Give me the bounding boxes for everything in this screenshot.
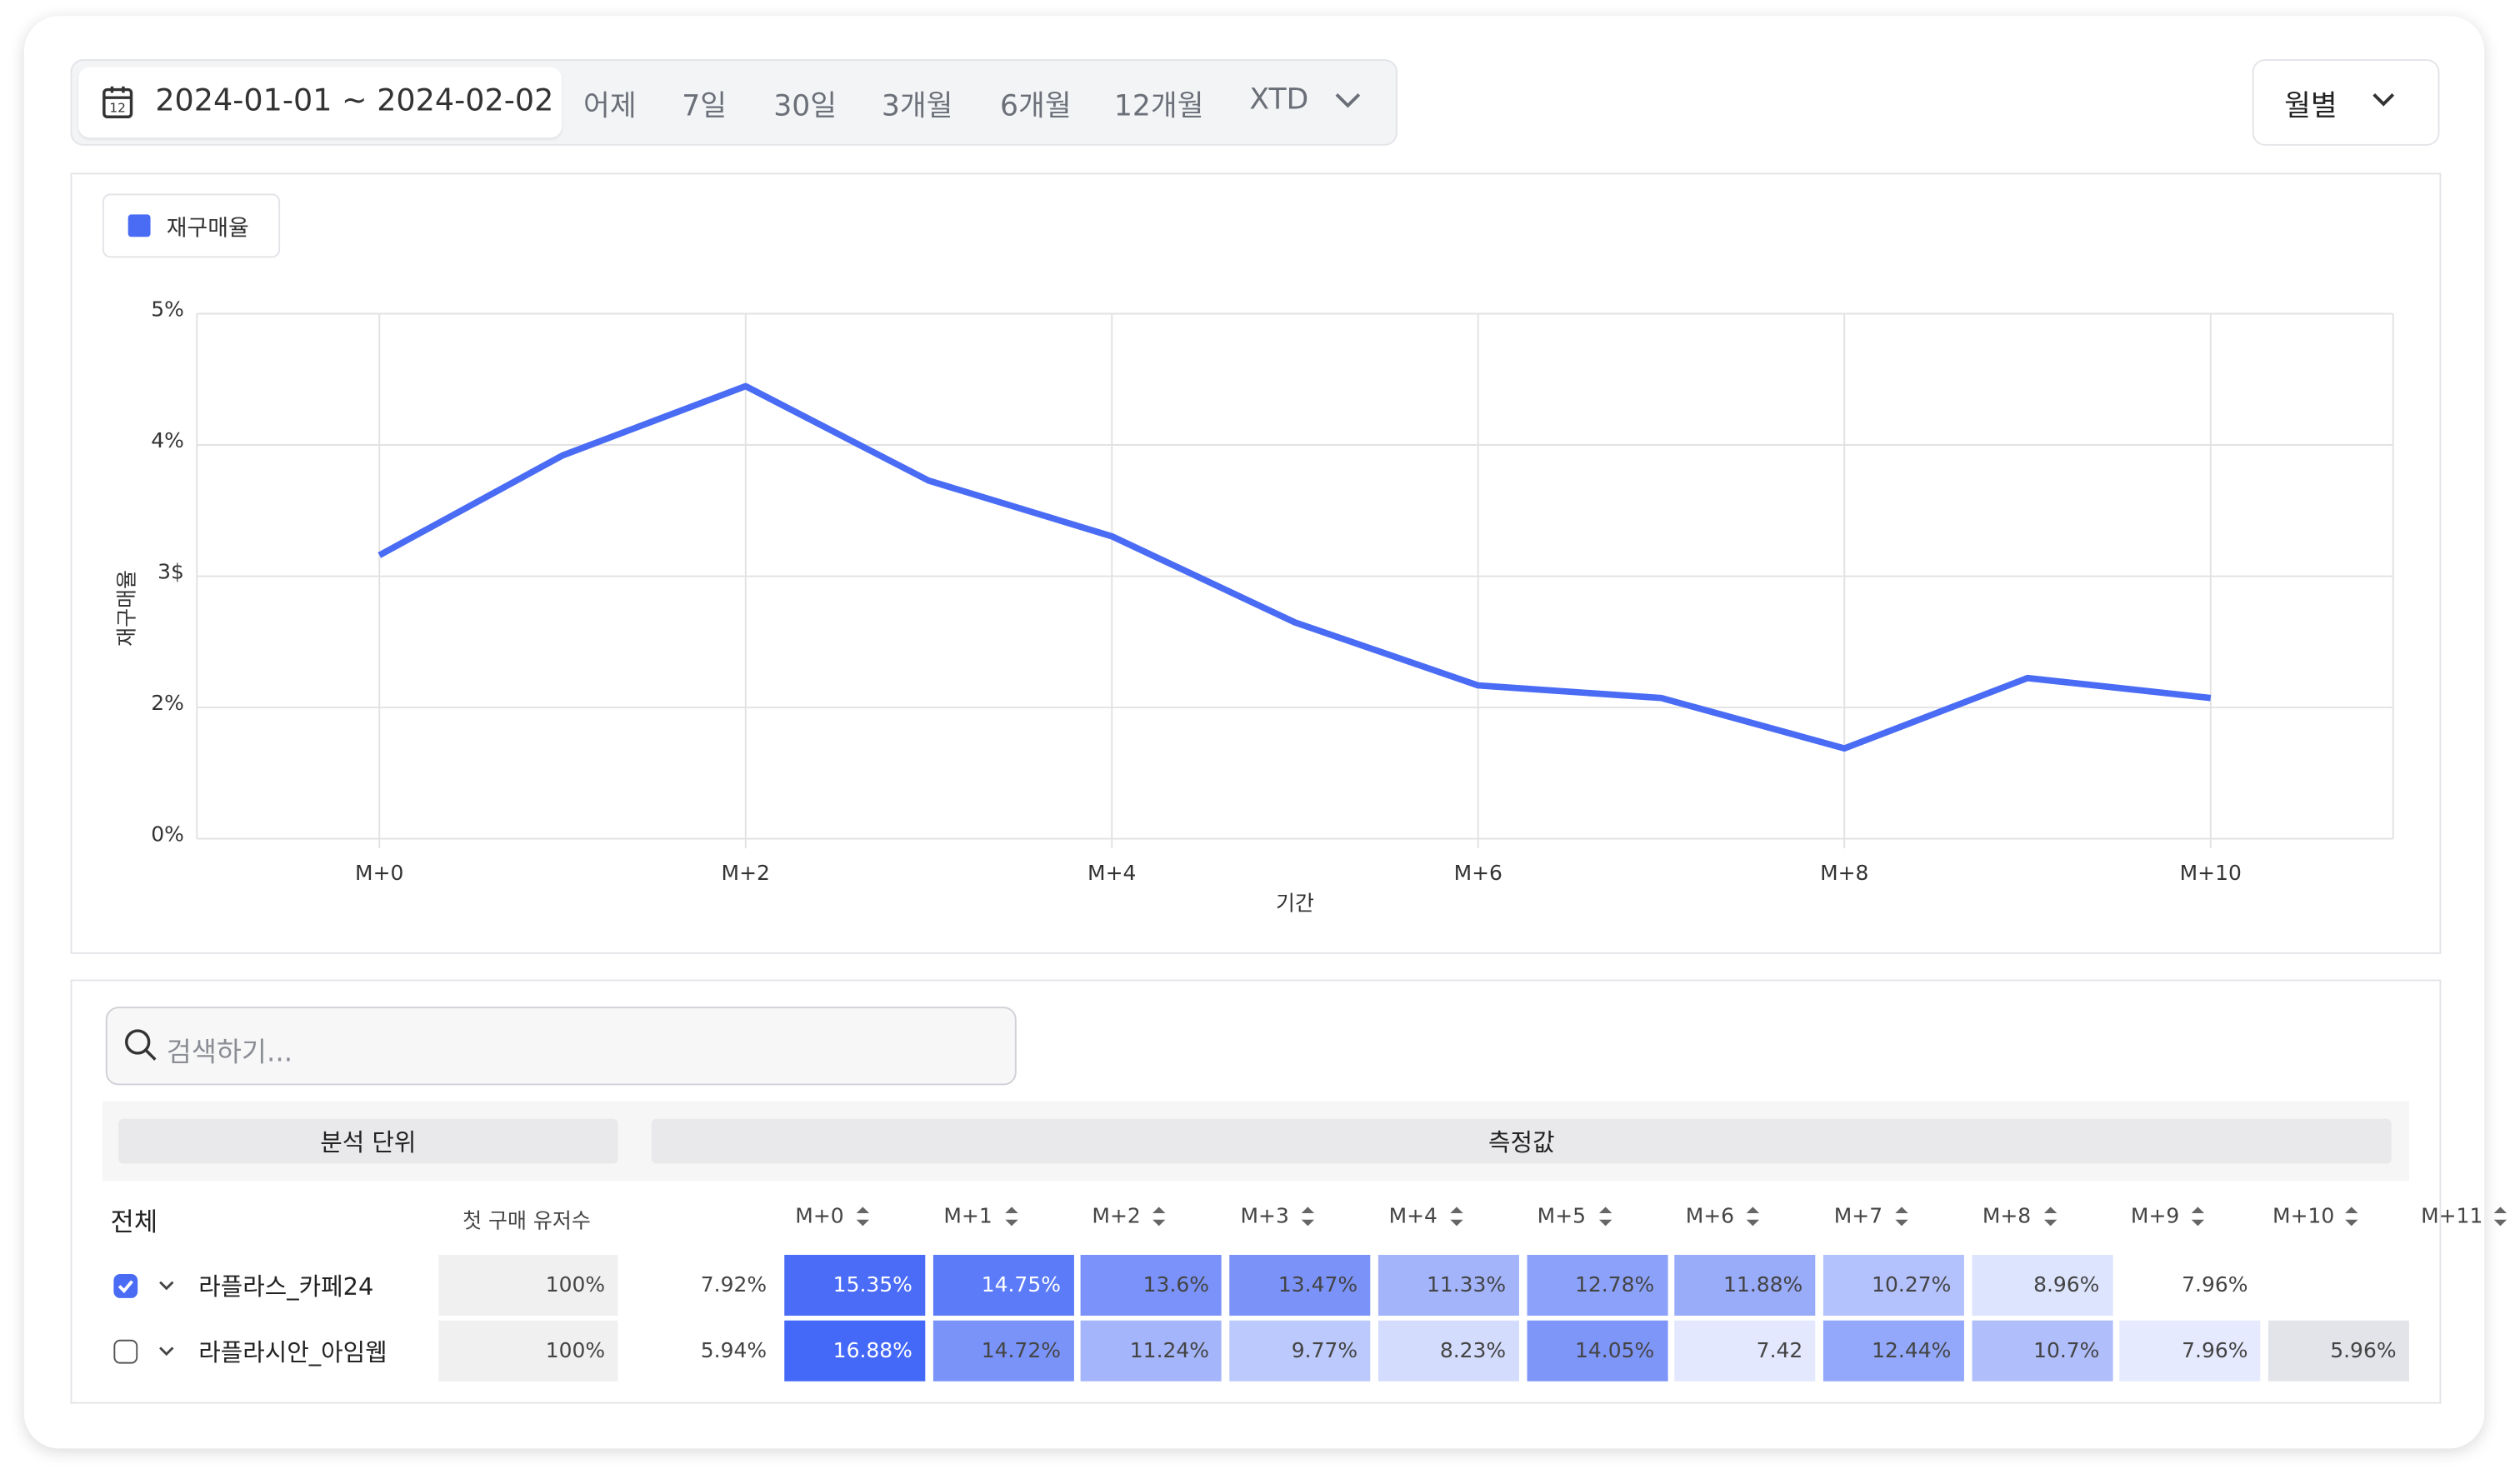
column-header: M+8 [1982, 1205, 2032, 1230]
y-tick-label: 3$ [158, 560, 184, 584]
x-tick-label: M+8 [1820, 861, 1868, 885]
y-tick-label: 4% [151, 428, 184, 452]
search-icon [125, 1029, 157, 1061]
y-tick-label: 5% [151, 297, 184, 322]
group-header: 측정값 [651, 1118, 2392, 1164]
table-cell: 14.05% [1526, 1320, 1668, 1382]
sort-icon[interactable] [1152, 1204, 1168, 1230]
column-header: M+9 [2130, 1205, 2180, 1230]
table-cell: 5.94% [635, 1320, 780, 1382]
table-cell: 10.7% [1971, 1320, 2112, 1382]
sort-icon[interactable] [2343, 1204, 2359, 1230]
column-header: M+0 [795, 1205, 844, 1230]
column-header: M+2 [1092, 1205, 1141, 1230]
search-placeholder: 검색하기... [166, 1037, 293, 1070]
preset-button[interactable]: 7일 [682, 89, 728, 123]
check-mark [118, 1280, 133, 1294]
table-cell: 8.23% [1378, 1320, 1519, 1382]
sort-icon[interactable] [2492, 1204, 2508, 1230]
y-tick-label: 2% [151, 691, 184, 715]
sort-icon[interactable] [1300, 1204, 1316, 1230]
table-cell: 11.33% [1378, 1254, 1519, 1316]
sort-icon[interactable] [1003, 1204, 1019, 1230]
column-header: M+6 [1685, 1205, 1735, 1230]
table-cell: 11.24% [1081, 1320, 1222, 1382]
chart-panel [70, 172, 2442, 954]
sort-icon[interactable] [1893, 1204, 1909, 1230]
granularity-dropdown[interactable] [2252, 59, 2440, 146]
column-header: 전체 [110, 1207, 158, 1237]
legend-swatch [128, 214, 151, 237]
calendar-day: 12 [109, 100, 126, 115]
row-checkbox[interactable] [113, 1339, 138, 1364]
sort-icon[interactable] [1745, 1204, 1761, 1230]
date-range-chip[interactable] [78, 67, 562, 138]
column-header: M+11 [2421, 1205, 2483, 1230]
row-name: 라플라스_카페24 [198, 1272, 374, 1302]
chevron [1335, 92, 1361, 108]
table-cell: 7.96% [2119, 1254, 2261, 1316]
table-cell: 13.6% [1081, 1254, 1222, 1316]
y-axis-label: 재구매율 [115, 570, 139, 647]
preset-button[interactable]: 30일 [773, 89, 838, 123]
x-tick-label: M+6 [1454, 861, 1502, 885]
legend-label: 재구매율 [166, 216, 249, 242]
x-tick-label: M+4 [1088, 861, 1136, 885]
preset-button[interactable]: 3개월 [881, 89, 953, 123]
table-cell: 13.47% [1229, 1254, 1371, 1316]
x-tick-label: M+0 [355, 861, 403, 885]
sort-icon[interactable] [1597, 1204, 1612, 1230]
granularity: 월별 [2284, 89, 2338, 123]
column-header: 첫 구매 유저수 [462, 1210, 591, 1235]
calendar-icon: 12 [102, 86, 133, 118]
row-checkbox[interactable] [113, 1274, 138, 1298]
preset-button[interactable]: 어제 [583, 89, 637, 123]
table-cell: 100% [438, 1320, 618, 1382]
table-cell: 7.92% [635, 1254, 780, 1316]
preset-button[interactable]: 6개월 [1000, 89, 1072, 123]
x-tick-label: M+10 [2180, 861, 2242, 885]
expand-icon[interactable] [158, 1346, 174, 1358]
column-header: M+3 [1240, 1205, 1289, 1230]
column-header: M+1 [943, 1205, 992, 1230]
chevron [2372, 92, 2395, 107]
group-header: 분석 단위 [118, 1118, 618, 1164]
x-tick-label: M+2 [722, 861, 770, 885]
line-series [378, 382, 2212, 752]
sort-icon[interactable] [2042, 1204, 2058, 1230]
table-cell: 14.72% [932, 1320, 1074, 1382]
x-axis-label: 기간 [1276, 891, 1314, 915]
y-tick-label: 0% [151, 822, 184, 847]
column-header: M+5 [1537, 1205, 1587, 1230]
expand-icon[interactable] [158, 1281, 174, 1293]
search-box[interactable] [105, 1007, 1017, 1086]
column-header: M+7 [1833, 1205, 1883, 1230]
table-cell [2268, 1254, 2409, 1316]
table-cell: 12.78% [1526, 1254, 1668, 1316]
table-cell: 9.77% [1229, 1320, 1371, 1382]
table-cell: 100% [438, 1254, 618, 1316]
sort-icon[interactable] [2190, 1204, 2206, 1230]
table-cell: 14.75% [932, 1254, 1074, 1316]
table-cell: 7.42 [1674, 1320, 1816, 1382]
table-cell: 11.88% [1674, 1254, 1816, 1316]
table-cell: 10.27% [1822, 1254, 1964, 1316]
table-cell: 7.96% [2119, 1320, 2261, 1382]
column-header: M+10 [2272, 1205, 2335, 1230]
date-range: 2024-01-01 ~ 2024-02-02 [155, 82, 554, 119]
column-header: M+4 [1388, 1205, 1438, 1230]
row-name: 라플라시안_아임웹 [198, 1337, 388, 1367]
table-cell: 12.44% [1822, 1320, 1964, 1382]
table-cell: 8.96% [1971, 1254, 2112, 1316]
preset-button[interactable]: 12개월 [1113, 89, 1204, 123]
table-cell: 16.88% [784, 1320, 926, 1382]
table-cell: 5.96% [2268, 1320, 2409, 1382]
preset-button[interactable]: XTD [1249, 82, 1309, 117]
table-cell: 15.35% [784, 1254, 926, 1316]
sort-icon[interactable] [1448, 1204, 1464, 1230]
sort-icon[interactable] [855, 1204, 871, 1230]
